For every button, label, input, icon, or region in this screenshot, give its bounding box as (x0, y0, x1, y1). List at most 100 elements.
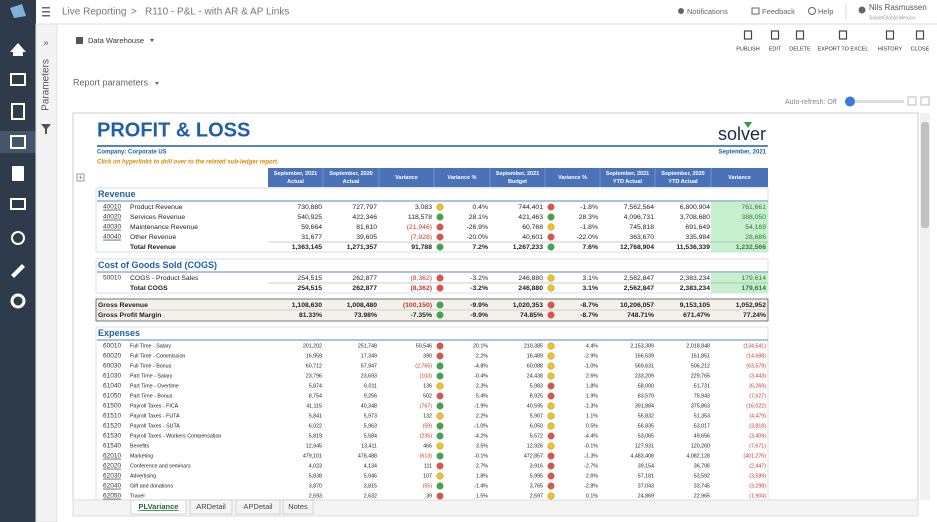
cell: 2.7% (476, 463, 488, 469)
cell: 39,154 (638, 463, 654, 469)
cell: 671.47% (683, 312, 710, 319)
cell: 51,731 (694, 383, 710, 389)
cell: 5,874 (309, 383, 322, 389)
column-header: YTD Actual (613, 179, 643, 185)
cell: 9,256 (364, 393, 377, 399)
account-code: 61540 (103, 443, 121, 450)
cell: 22,965 (694, 493, 710, 499)
notifications[interactable]: Notifications (687, 7, 728, 16)
account-code[interactable]: 40040 (103, 234, 121, 241)
cell: 2,597 (530, 493, 543, 499)
scrollbar-thumb[interactable] (921, 122, 929, 228)
cell: 36,706 (694, 463, 710, 469)
cell: 1,232,566 (736, 244, 766, 251)
parameters-label[interactable]: Parameters (41, 59, 52, 111)
cell: 472,857 (524, 453, 543, 459)
action-label[interactable]: DELETE (789, 46, 811, 52)
account-code[interactable]: 40020 (103, 214, 121, 221)
cell: 91,788 (411, 244, 432, 251)
cell: 2.6% (586, 473, 598, 479)
tab-label[interactable]: PLVariance (139, 502, 179, 511)
cell: (8,362) (410, 285, 432, 292)
nav-calculator[interactable] (12, 166, 24, 181)
status-dot (437, 353, 444, 360)
feedback[interactable]: Feedback (762, 7, 795, 16)
account-name: COGS - Product Sales (130, 275, 199, 282)
cell: 107 (423, 473, 432, 479)
account-code[interactable]: 62010 (103, 453, 121, 460)
section-title: Expenses (98, 328, 140, 338)
account-code[interactable]: 40030 (103, 224, 121, 231)
cell: 132 (423, 413, 432, 419)
account-name: Services Revenue (130, 214, 185, 221)
cell: 53,017 (694, 423, 710, 429)
cell: (134,541) (743, 343, 766, 349)
menu-icon[interactable] (42, 7, 50, 17)
account-code[interactable]: 62040 (103, 483, 121, 490)
action-label[interactable]: HISTORY (878, 46, 903, 52)
report-parameters[interactable]: Report parameters (73, 77, 149, 87)
account-code[interactable]: 62030 (103, 473, 121, 480)
expand-icon[interactable]: » (43, 37, 48, 47)
cell: 3,083 (415, 204, 432, 211)
account-code[interactable]: 62020 (103, 463, 121, 470)
cell: 691,649 (685, 224, 710, 231)
action-label[interactable]: CLOSE (911, 46, 930, 52)
action-label[interactable]: EDIT (769, 46, 782, 52)
cell: 506,212 (691, 363, 710, 369)
account-name: Product Revenue (130, 204, 183, 211)
help[interactable]: Help (818, 7, 833, 16)
cell: (3,298) (749, 483, 766, 489)
cell: 2.2% (476, 413, 488, 419)
cell: -2.9% (584, 353, 598, 359)
account-code: 60020 (103, 353, 121, 360)
cell: 478,488 (358, 453, 377, 459)
column-header: September, 2021 (274, 171, 317, 177)
column-header: Actual (343, 179, 360, 185)
status-dot (548, 433, 555, 440)
tab-label[interactable]: APDetail (243, 502, 273, 511)
data-source[interactable]: Data Warehouse (88, 36, 144, 45)
cell: 246,880 (518, 275, 543, 282)
status-dot (548, 214, 555, 221)
action-label[interactable]: PUBLISH (736, 46, 760, 52)
cell: 53,065 (638, 433, 654, 439)
breadcrumb[interactable]: Live Reporting (62, 7, 126, 18)
action-label[interactable]: EXPORT TO EXCEL (818, 46, 869, 52)
status-dot (548, 353, 555, 360)
tab-label[interactable]: ARDetail (196, 502, 226, 511)
column-header: Actual (287, 179, 304, 185)
section-title: Cost of Goods Sold (COGS) (98, 260, 217, 270)
toggle-knob[interactable] (845, 97, 855, 107)
account-code[interactable]: 62050 (103, 493, 121, 500)
cell: 251,748 (358, 343, 377, 349)
status-dot (437, 214, 444, 221)
breadcrumb-separator: > (131, 7, 137, 18)
cell: -1.9% (474, 403, 488, 409)
user-name[interactable]: Nils Rasmussen (869, 3, 927, 12)
cell: 745,818 (629, 224, 654, 231)
status-dot (437, 312, 444, 319)
account-name: Gift and donations (130, 483, 173, 489)
cell: 120,260 (691, 443, 710, 449)
cell: 33,745 (694, 483, 710, 489)
status-dot (548, 302, 555, 309)
account-code[interactable]: 40010 (103, 204, 121, 211)
status-dot (437, 423, 444, 430)
cell: -2.7% (584, 463, 598, 469)
cell: 2,153,389 (630, 343, 654, 349)
column-header: YTD Actual (668, 179, 698, 185)
account-name: Payroll Taxes - FUTA (130, 413, 180, 419)
cell: 6,022 (309, 423, 322, 429)
account-name: Part Time - Salary (130, 373, 173, 379)
cell: 0.4% (473, 204, 489, 211)
cell: 7.6% (583, 244, 599, 251)
cell: 1,363,145 (292, 244, 322, 251)
cell: -20.0% (466, 234, 488, 241)
cell: 55,832 (638, 413, 654, 419)
cell: (3,409) (749, 433, 766, 439)
cell: -7.35% (410, 312, 432, 319)
status-dot (437, 244, 444, 251)
status-dot (437, 234, 444, 241)
tab-label[interactable]: Notes (288, 502, 308, 511)
